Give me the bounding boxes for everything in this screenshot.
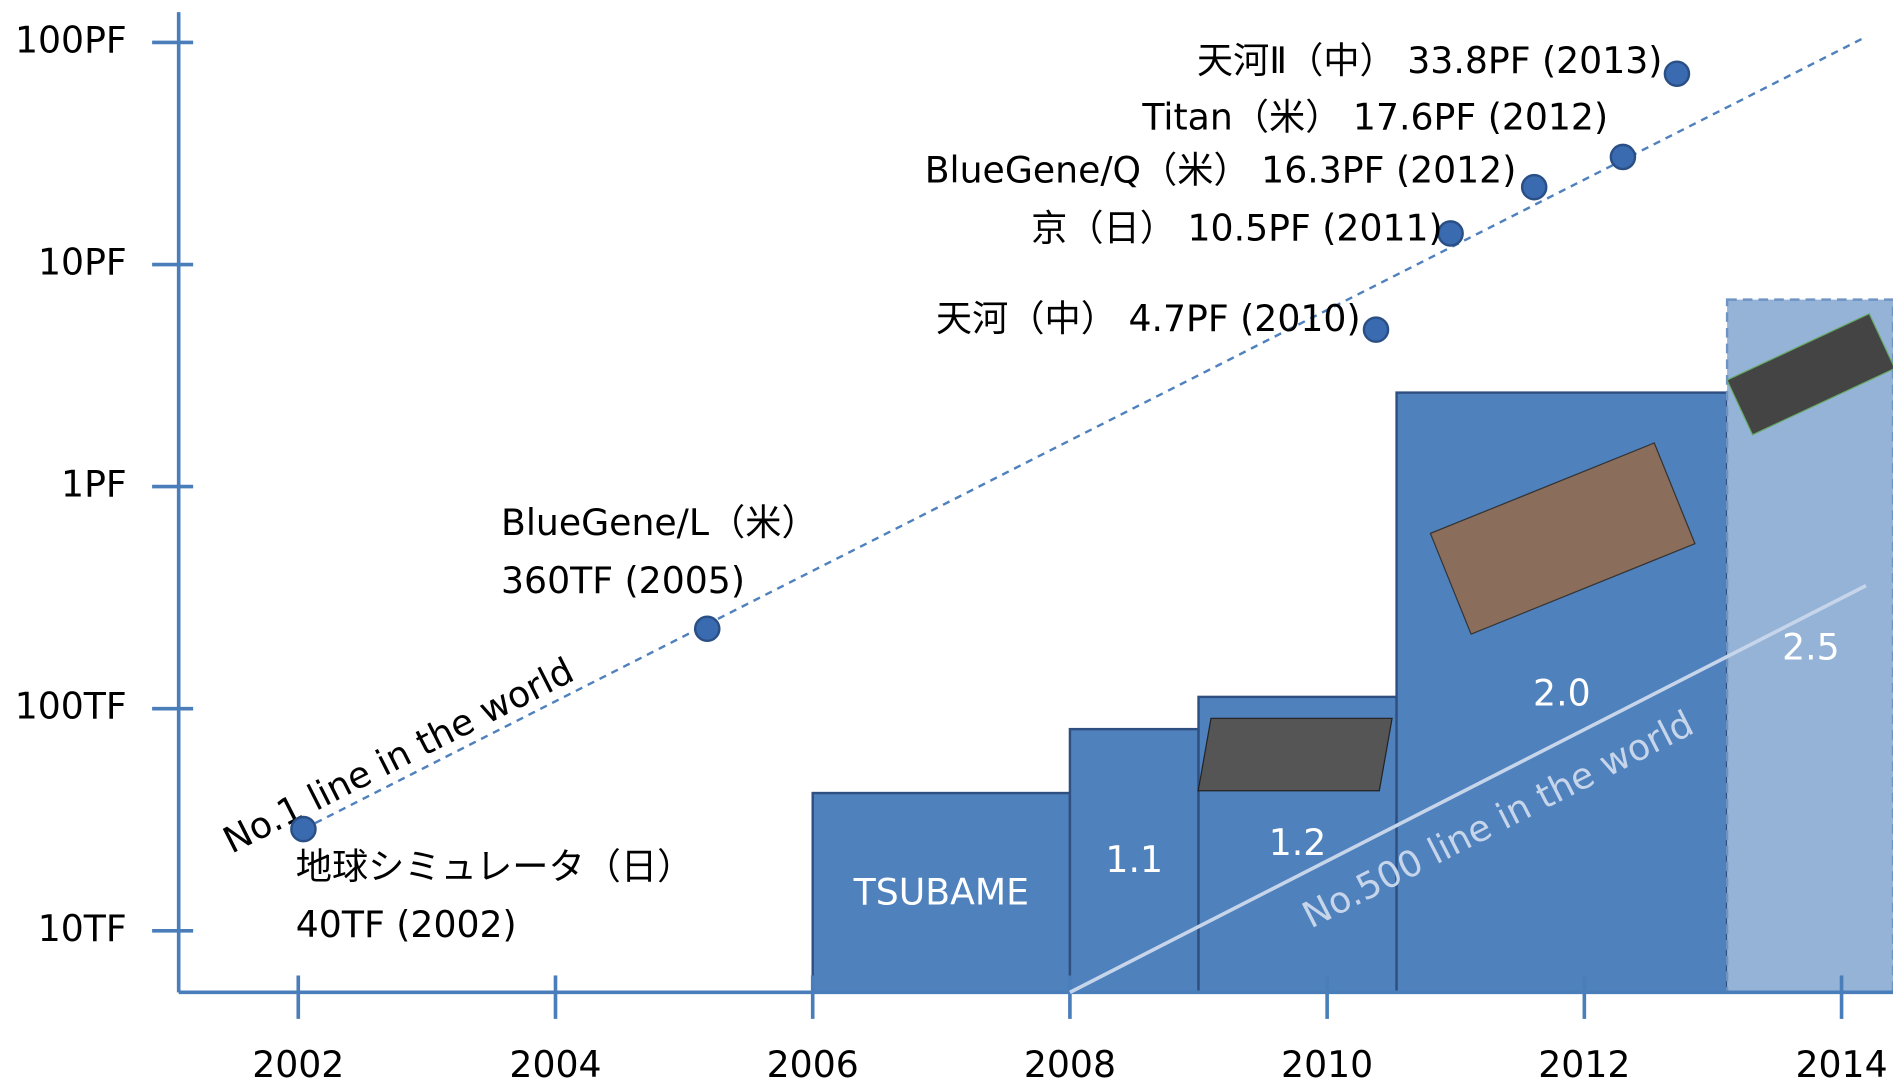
x-tick-label: 2012 [1538,1043,1630,1086]
bar-label: 2.5 [1782,625,1840,668]
page: {"chart_data": { "type": "scatter", "log… [0,0,1893,1087]
y-tick-label: 10TF [38,907,127,950]
point-label: 360TF (2005) [501,559,745,602]
x-tick-label: 2010 [1281,1043,1373,1086]
point-label: BlueGene/Q（米） 16.3PF (2012) [925,149,1517,192]
bar-label: 2.0 [1533,671,1591,714]
data-point [291,817,315,841]
data-point [1665,62,1689,86]
point-label: 地球シミュレータ（日） [296,845,694,888]
trend-line-label: No.1 line in the world [216,649,580,862]
point-label: Titan（米） 17.6PF (2012) [1141,96,1608,139]
x-tick-label: 2008 [1024,1043,1116,1086]
bar-label: 1.2 [1269,821,1327,864]
bar-label: 1.1 [1105,838,1163,881]
point-label: 天河（中） 4.7PF (2010) [936,297,1361,340]
point-label: BlueGene/L（米） [501,501,818,544]
data-point [695,617,719,641]
chart: TSUBAME 1.1 1.2 2.0 2.5 10TF 100TF 1PF 10PF 100PF… [0,0,1893,1087]
data-point [1364,318,1388,342]
point-label: 40TF (2002) [296,903,517,946]
data-point [1611,145,1635,169]
x-tick-label: 2006 [767,1043,859,1086]
point-label: 京（日） 10.5PF (2011) [1031,207,1442,250]
data-point [1522,175,1546,199]
y-tick-label: 100PF [15,18,127,61]
y-tick-label: 10PF [38,241,127,284]
point-label: 天河Ⅱ（中） 33.8PF (2013) [1197,39,1663,82]
x-tick-label: 2004 [509,1043,601,1086]
y-tick-label: 100TF [15,685,127,728]
server-picture [1198,718,1392,790]
x-tick-label: 2002 [252,1043,344,1086]
bar-label: TSUBAME [853,871,1029,914]
x-tick-label: 2014 [1795,1043,1887,1086]
y-tick-label: 1PF [61,463,127,506]
